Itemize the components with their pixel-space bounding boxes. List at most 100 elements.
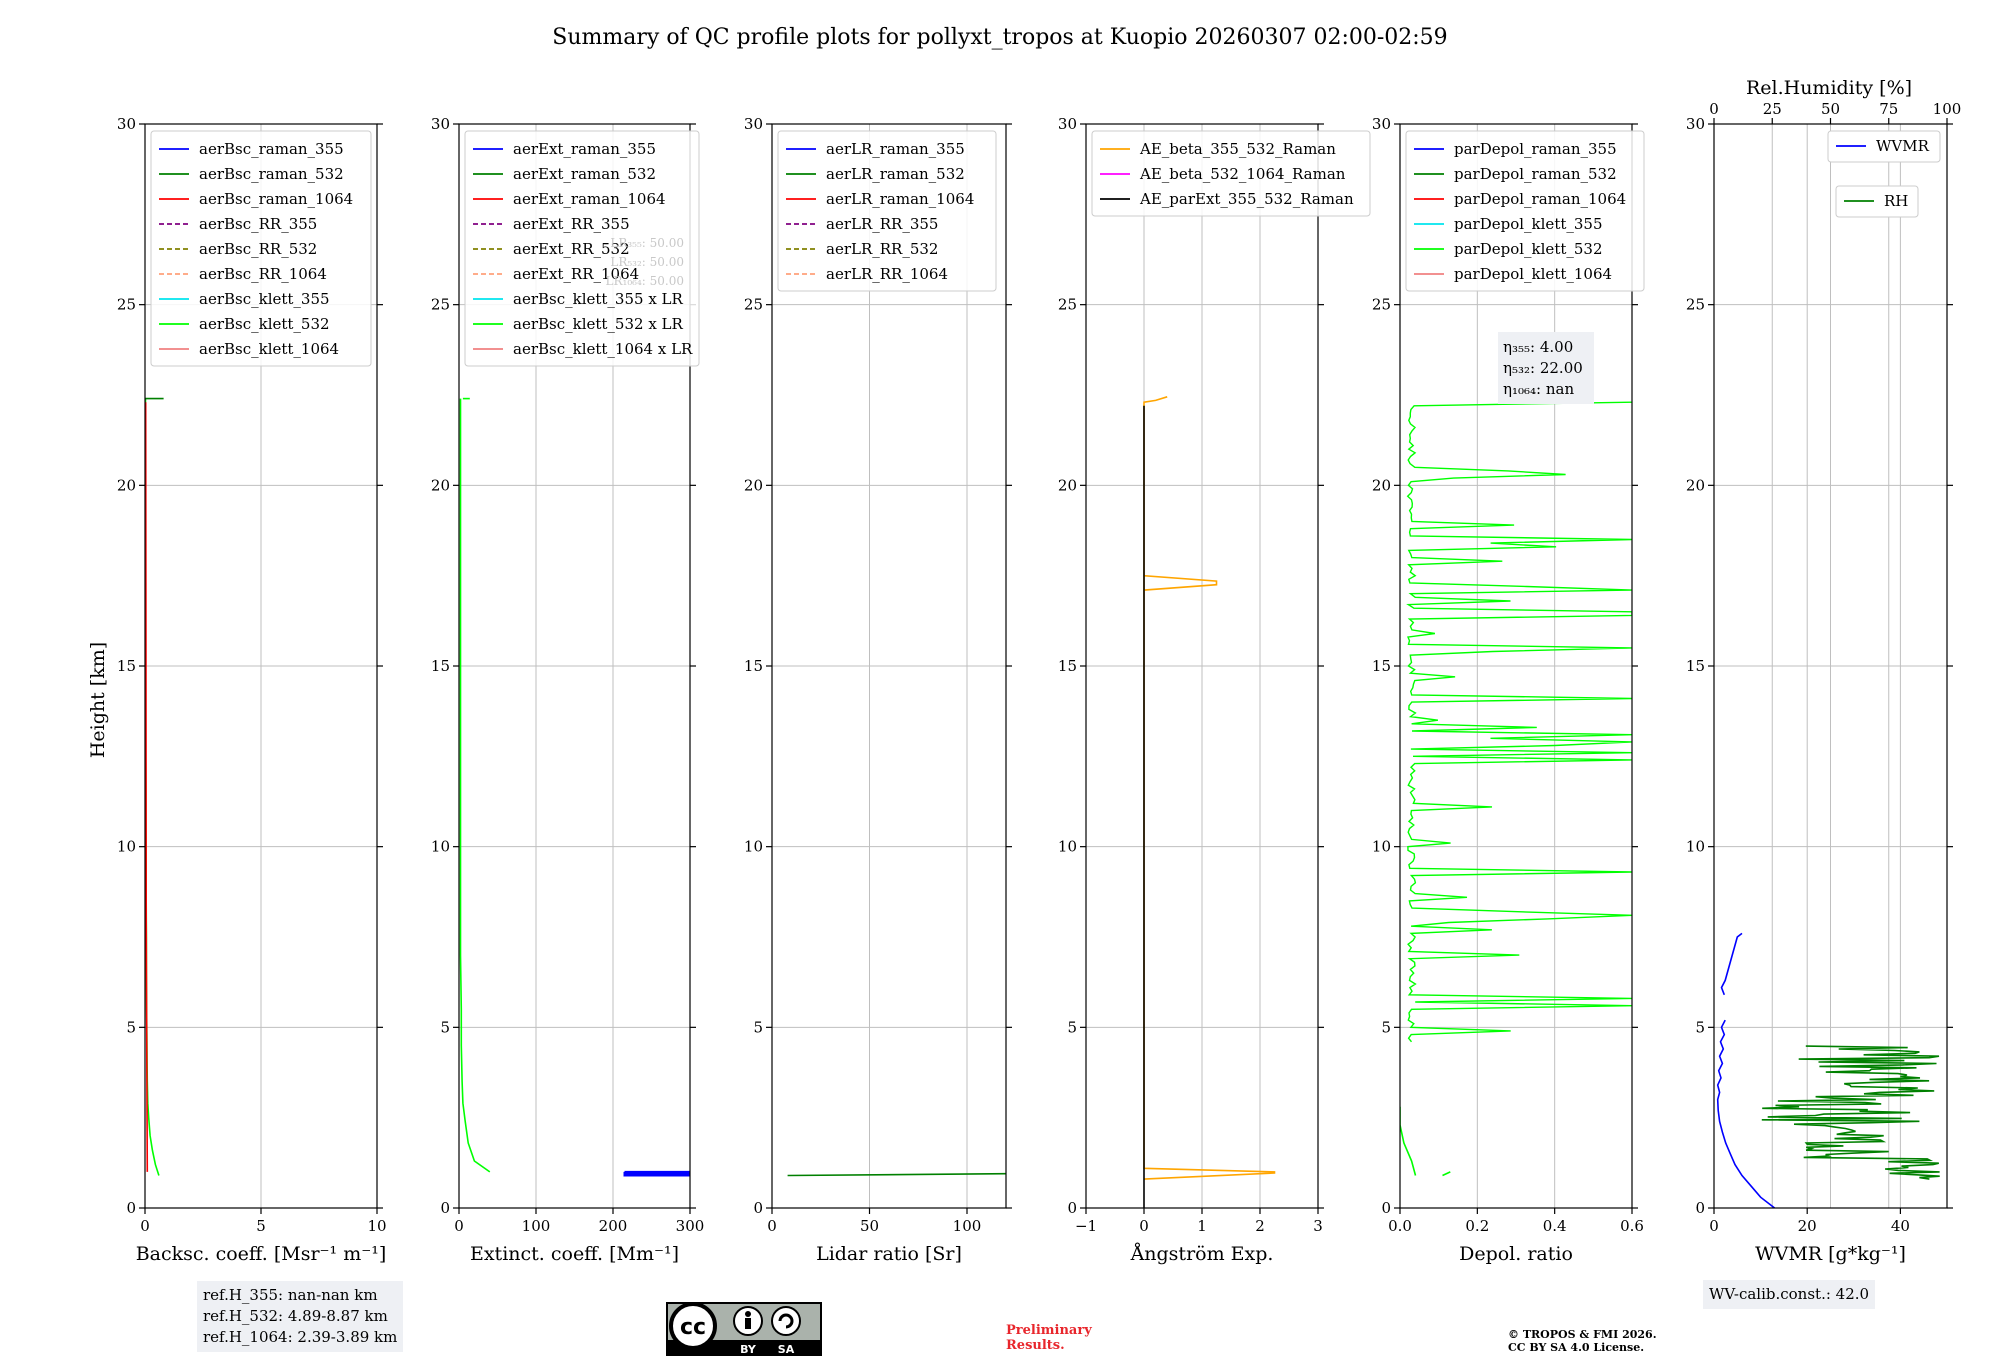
y-tick-label: 30: [1686, 115, 1705, 133]
legend-label: parDepol_klett_355: [1454, 215, 1603, 233]
legend: aerLR_raman_355 aerLR_raman_532 aerLR_rama…: [777, 130, 997, 292]
lr-annotation: LR₃₅₅: 50.00: [610, 236, 684, 250]
y-tick-label: 0: [126, 1199, 136, 1217]
legend-label: aerLR_RR_532: [826, 240, 938, 258]
legend-label: aerBsc_raman_355: [199, 140, 344, 158]
y-tick-label: 25: [117, 296, 136, 314]
y-tick-label: 0: [440, 1199, 450, 1217]
lr-annotation: LR₅₃₂: 50.00: [610, 255, 684, 269]
legend-label: aerBsc_raman_532: [199, 165, 344, 183]
x-axis-label: Lidar ratio [Sr]: [816, 1243, 962, 1265]
y-tick-label: 0: [1381, 1199, 1391, 1217]
copyright-note: © TROPOS & FMI 2026. CC BY SA 4.0 Licens…: [1508, 1328, 1657, 1354]
series-line: [145, 402, 149, 1172]
legend-label: aerBsc_RR_355: [199, 215, 317, 233]
legend-label: parDepol_klett_532: [1454, 240, 1603, 258]
y-tick-label: 25: [1372, 296, 1391, 314]
x-tick-label: 100: [953, 1217, 982, 1235]
y-tick-label: 20: [744, 476, 763, 494]
legend-label: AE_parExt_355_532_Raman: [1139, 190, 1354, 208]
preliminary-note: Preliminary Results.: [1006, 1323, 1092, 1353]
legend: AE_beta_355_532_Raman AE_beta_532_1064_Ra…: [1091, 130, 1371, 217]
eta-label: η₃₅₅: 4.00: [1503, 338, 1573, 356]
legend-label: RH: [1884, 192, 1908, 210]
legend-box: [464, 130, 700, 367]
x-tick-label: −1: [1075, 1217, 1097, 1235]
y-tick-label: 10: [744, 838, 763, 856]
preliminary-line-2: Results.: [1006, 1338, 1065, 1353]
legend-label: parDepol_raman_1064: [1454, 190, 1626, 208]
y-tick-label: 25: [1686, 296, 1705, 314]
x-tick-label: 0: [1139, 1217, 1149, 1235]
x-axis-label: Ångström Exp.: [1130, 1243, 1274, 1265]
x-axis-label: WVMR [g*kg⁻¹]: [1755, 1243, 1906, 1265]
y-tick-label: 30: [431, 115, 450, 133]
legend-box: [777, 130, 997, 292]
y-tick-label: 25: [431, 296, 450, 314]
series-line: [1716, 1019, 1776, 1208]
ref-height-355: ref.H_355: nan-nan km: [203, 1286, 378, 1304]
legend-box: [150, 130, 372, 367]
series-line: [1406, 401, 1632, 1043]
legend-label: parDepol_klett_1064: [1454, 265, 1612, 283]
x-tick-label: 20: [1798, 1217, 1817, 1235]
top-x-tick-label: 100: [1933, 100, 1962, 118]
legend-label: aerBsc_klett_532: [199, 315, 330, 333]
legend-label: aerExt_RR_1064: [513, 265, 639, 283]
y-tick-label: 30: [117, 115, 136, 133]
x-tick-label: 0.6: [1620, 1217, 1644, 1235]
series-group: [1400, 401, 1632, 1177]
legend-label: aerBsc_raman_1064: [199, 190, 353, 208]
legend-label: AE_beta_532_1064_Raman: [1139, 165, 1346, 183]
y-tick-label: 5: [1067, 1018, 1077, 1036]
x-tick-label: 300: [676, 1217, 705, 1235]
y-tick-label: 15: [1058, 657, 1077, 675]
top-x-tick-label: 75: [1879, 100, 1898, 118]
y-tick-label: 20: [117, 476, 136, 494]
y-tick-label: 10: [431, 838, 450, 856]
legend-label: aerLR_RR_355: [826, 215, 938, 233]
legend-label: aerBsc_RR_1064: [199, 265, 327, 283]
x-tick-label: 200: [599, 1217, 628, 1235]
series-line: [1720, 932, 1743, 996]
legend-rh: RH: [1835, 185, 1919, 218]
y-tick-label: 0: [753, 1199, 763, 1217]
series-line: [1400, 1106, 1417, 1176]
legend: aerBsc_raman_355 aerBsc_raman_532 aerBsc_r…: [150, 130, 372, 367]
legend-label: aerExt_raman_355: [513, 140, 656, 158]
y-tick-label: 10: [1058, 838, 1077, 856]
series-group: [459, 397, 690, 1177]
legend-label: aerLR_raman_532: [826, 165, 965, 183]
x-axis-label: Extinct. coeff. [Mm⁻¹]: [470, 1243, 679, 1265]
y-tick-label: 30: [744, 115, 763, 133]
y-tick-label: 5: [1695, 1018, 1705, 1036]
eta-label: η₁₀₆₄: nan: [1503, 380, 1574, 398]
x-tick-label: 0.4: [1543, 1217, 1567, 1235]
x-tick-label: 100: [522, 1217, 551, 1235]
series-line: [623, 1170, 690, 1177]
x-tick-label: 0: [140, 1217, 150, 1235]
legend-label: aerLR_raman_1064: [826, 190, 974, 208]
y-tick-label: 15: [1372, 657, 1391, 675]
x-tick-label: 0: [454, 1217, 464, 1235]
ref-height-1064: ref.H_1064: 2.39-3.89 km: [203, 1328, 398, 1346]
legend-label: aerBsc_klett_355 x LR: [513, 290, 684, 308]
svg-text:cc: cc: [680, 1315, 706, 1340]
y-axis-label: Height [km]: [87, 642, 109, 758]
legend-label: aerBsc_klett_1064 x LR: [513, 340, 693, 358]
lr-annotation: LR₁₀₆₄: 50.00: [606, 274, 684, 288]
top-x-axis-label: Rel.Humidity [%]: [1746, 77, 1912, 99]
eta-box: η₃₅₅: 4.00 η₅₃₂: 22.00 η₁₀₆₄: nan: [1498, 332, 1594, 404]
x-tick-label: 0.0: [1388, 1217, 1412, 1235]
y-tick-label: 15: [431, 657, 450, 675]
ref-heights-box: ref.H_355: nan-nan km ref.H_532: 4.89-8.…: [197, 1281, 404, 1352]
copyright-line-1: © TROPOS & FMI 2026.: [1508, 1328, 1657, 1341]
series-line: [787, 1172, 1006, 1177]
top-x-tick-label: 25: [1763, 100, 1782, 118]
x-tick-label: 50: [860, 1217, 879, 1235]
legend-label: aerExt_RR_355: [513, 215, 630, 233]
legend: aerExt_raman_355 aerExt_raman_532 aerExt_r…: [464, 130, 700, 367]
top-x-tick-label: 50: [1821, 100, 1840, 118]
